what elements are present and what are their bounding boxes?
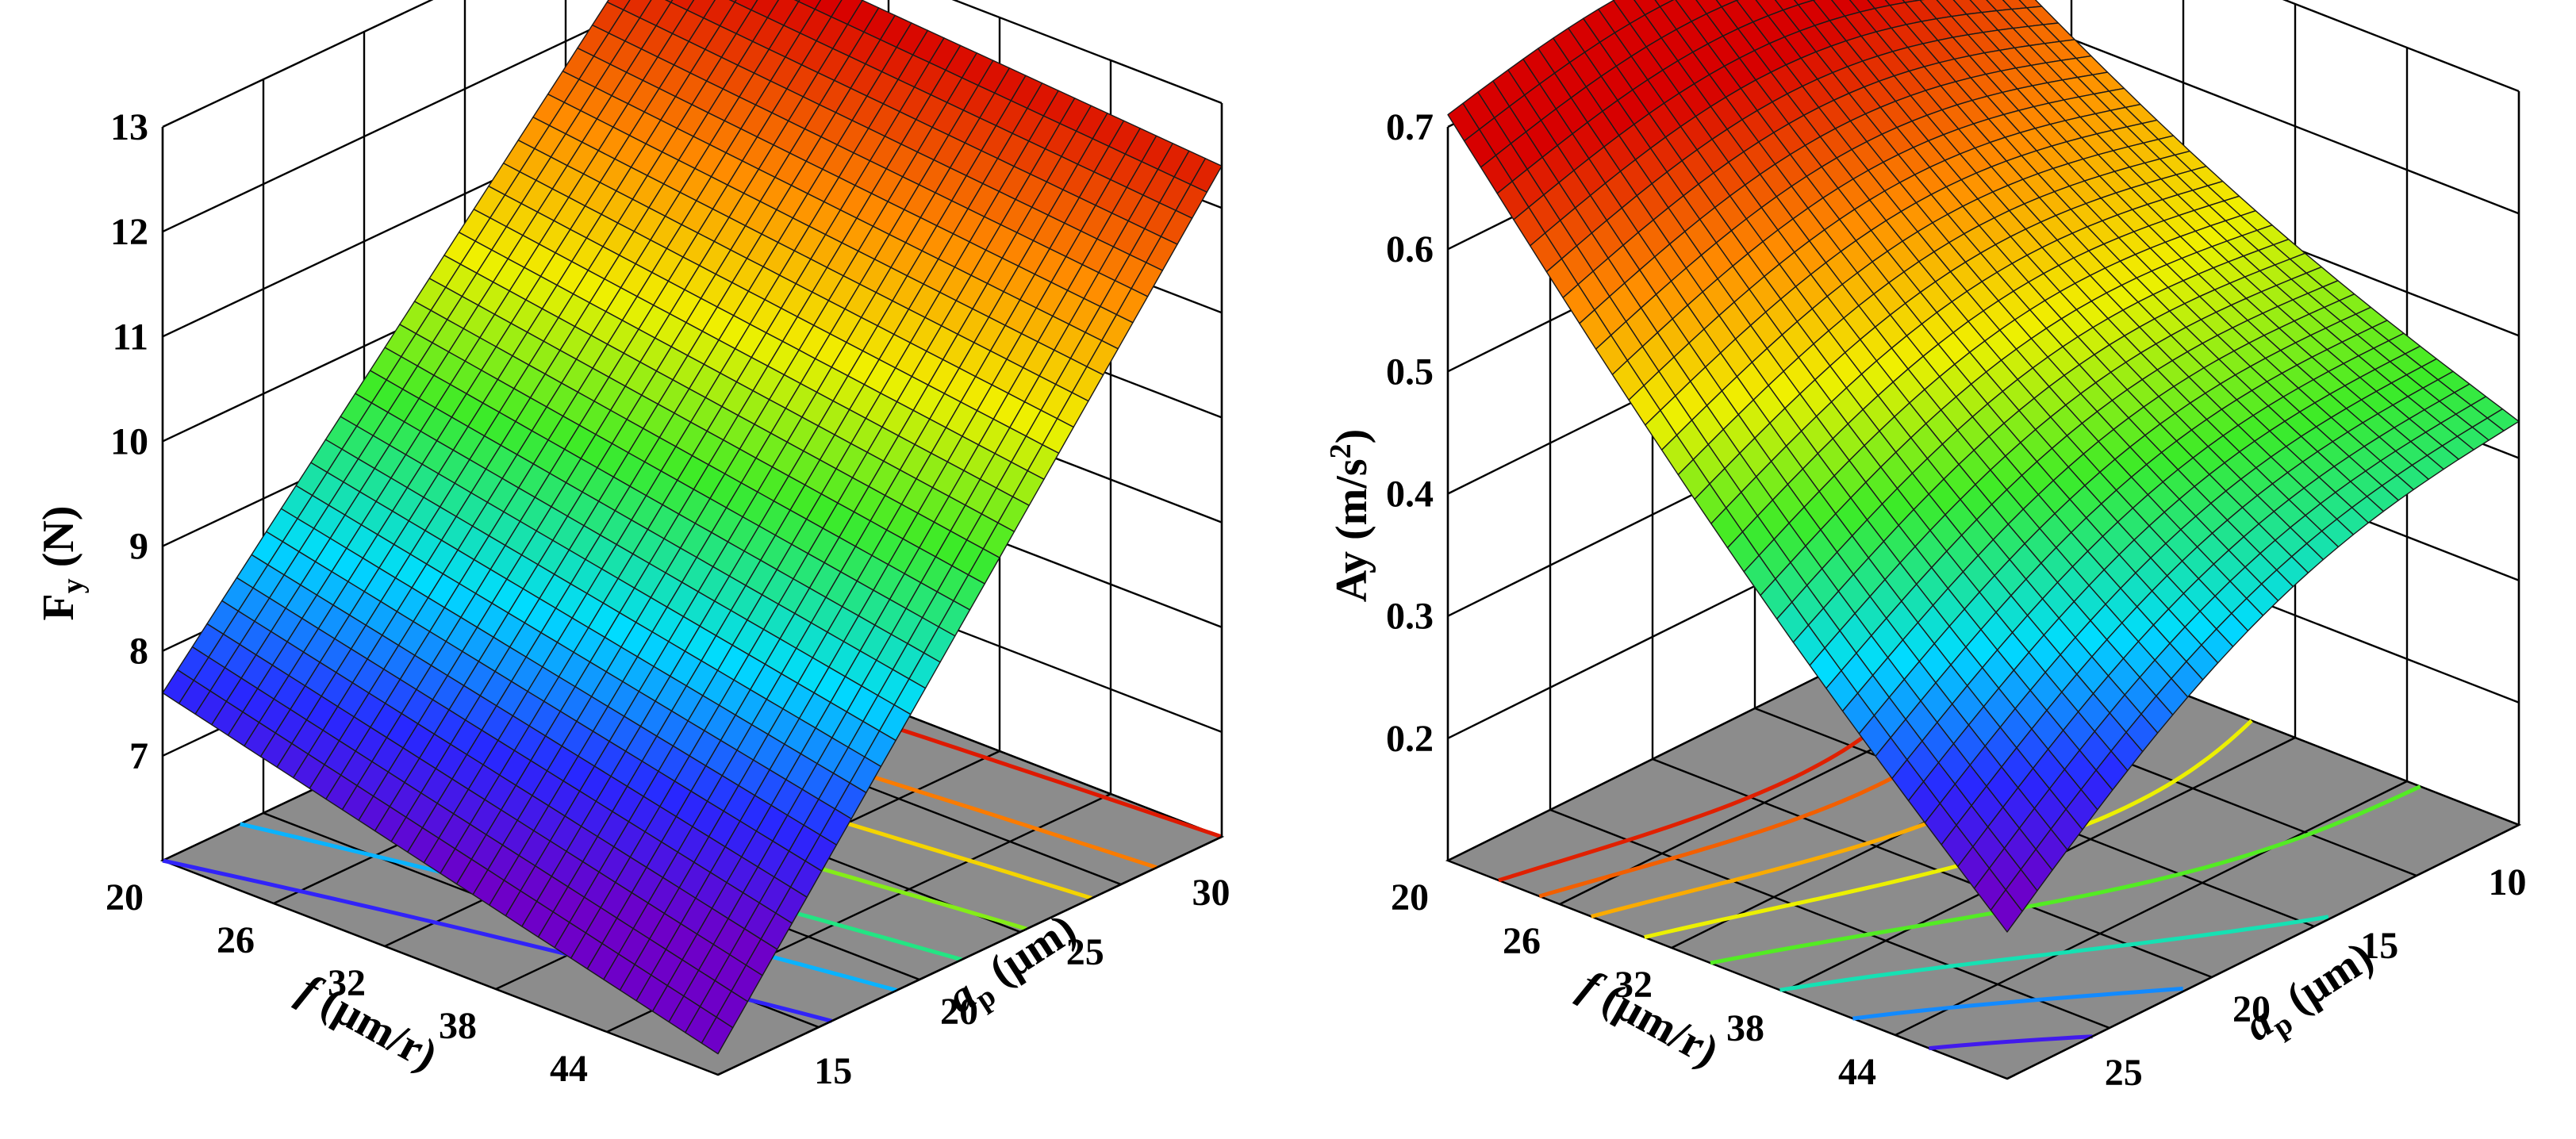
- floor-gridline: [1895, 780, 2408, 1037]
- surface-cell: [1990, 889, 2023, 933]
- x-tick-label: 38: [439, 1005, 477, 1047]
- contour-line: [1779, 915, 2329, 992]
- x-tick-label: 44: [1838, 1051, 1876, 1093]
- z-tick-label: 13: [110, 106, 148, 148]
- right-z-axis-label: Ay (m/s2): [1324, 429, 1376, 603]
- x-tick-label: 26: [217, 919, 255, 961]
- frame-edge: [2006, 823, 2520, 1080]
- z-tick-label: 7: [129, 735, 148, 777]
- frame-edge: [717, 835, 1223, 1076]
- left-front-frame: [161, 103, 1223, 1076]
- z-tick-label: 9: [129, 526, 148, 568]
- y-tick-label: 25: [2105, 1052, 2143, 1094]
- floor-gridline: [1652, 757, 2213, 979]
- contour-line: [1852, 986, 2183, 1021]
- left-z-axis-label: Fy (N): [34, 506, 90, 621]
- z-tick-label: 0.6: [1386, 228, 1434, 270]
- x-tick-label: 32: [328, 962, 366, 1004]
- y-tick-label: 15: [814, 1050, 852, 1092]
- y-tick-label: 25: [1066, 931, 1104, 973]
- right-tick-labels: 0.2 0.3 0.4 0.5 0.6 0.7 20 26 32 38 44 10 15 20 25: [1386, 106, 2527, 1094]
- y-tick-label: 15: [2360, 925, 2398, 967]
- z-tick-label: 0.2: [1386, 718, 1434, 760]
- y-tick-label: 10: [2489, 861, 2527, 903]
- left-response-surface: [162, 0, 1223, 1055]
- y-tick-label: 20: [2232, 988, 2271, 1030]
- z-tick-label: 12: [110, 211, 148, 253]
- z-tick-label: 0.5: [1386, 351, 1434, 393]
- surface-cell: [701, 1016, 734, 1055]
- z-tick-label: 10: [110, 420, 148, 462]
- z-tick-label: 11: [113, 316, 148, 358]
- z-tick-label: 8: [129, 631, 148, 673]
- right-response-surface: [1447, 0, 2520, 933]
- x-tick-label: 32: [1614, 964, 1653, 1006]
- x-tick-label: 26: [1503, 920, 1541, 962]
- surface-cell: [1654, 0, 1675, 8]
- y-tick-label: 30: [1192, 872, 1230, 914]
- z-tick-label: 0.7: [1386, 106, 1434, 148]
- wall-gridline: [162, 0, 1223, 128]
- z-tick-label: 0.3: [1386, 596, 1434, 638]
- x-tick-label: 44: [550, 1048, 588, 1090]
- floor-gridline: [1549, 808, 2110, 1030]
- left-x-axis-label: f (μm/r): [290, 965, 445, 1080]
- z-tick-label: 0.4: [1386, 474, 1434, 516]
- right-front-frame: [1446, 91, 2520, 1080]
- x-tick-label: 20: [106, 876, 144, 918]
- contour-line: [1929, 1034, 2093, 1051]
- x-tick-label: 38: [1726, 1007, 1764, 1049]
- contour-line: [1710, 784, 2421, 965]
- right-surface-plot: 0.2 0.3 0.4 0.5 0.6 0.7 20 26 32 38 44 10 15 20 25 Ay …: [1324, 0, 2527, 1094]
- x-tick-label: 20: [1391, 876, 1429, 918]
- left-surface-plot: 7 8 9 10 11 12 13 20 26 32 38 44 15 20 25 30 Fy (N) f (…: [34, 0, 1230, 1092]
- y-tick-label: 20: [940, 991, 978, 1033]
- left-tick-labels: 7 8 9 10 11 12 13 20 26 32 38 44 15 20 25 30: [106, 106, 1230, 1092]
